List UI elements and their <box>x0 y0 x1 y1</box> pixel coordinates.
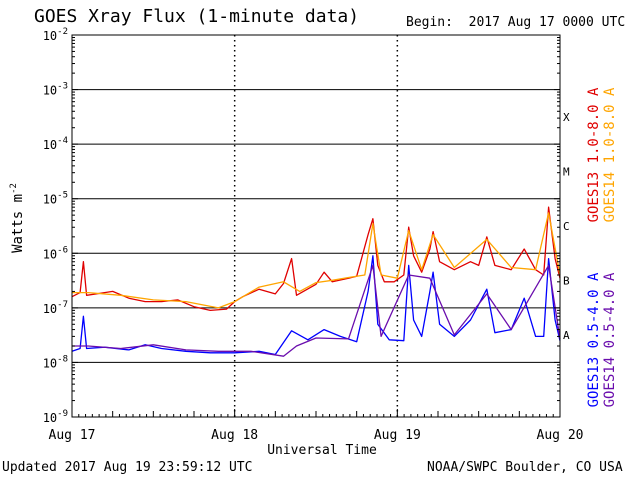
legend: GOES13 1.0-8.0 A GOES14 1.0-8.0 A GOES13 0… <box>586 87 618 407</box>
y-tick-label: 10-3 <box>43 82 68 98</box>
legend-entry: GOES13 0.5-4.0 A <box>586 272 602 407</box>
series-line-3 <box>71 255 561 356</box>
x-tick-label: Aug 20 <box>537 428 584 443</box>
plot-border <box>71 34 561 418</box>
y-axis-ticks: 10-2 10-3 10-4 10-5 10-6 10-7 10-8 10-9 <box>43 27 560 425</box>
updated-timestamp: Updated 2017 Aug 19 23:59:12 UTC <box>2 460 253 475</box>
chart-title: GOES Xray Flux (1-minute data) <box>34 6 360 27</box>
x-tick-label: Aug 19 <box>374 428 421 443</box>
series-line-4 <box>72 264 561 357</box>
flare-class-label: C <box>563 220 570 233</box>
y-axis-label-exponent: -2 <box>9 183 19 194</box>
y-axis-label: Watts m-2 <box>9 183 26 253</box>
plot-frame <box>71 34 561 418</box>
y-tick-label: 10-4 <box>43 136 68 152</box>
legend-entry: GOES14 0.5-4.0 A <box>602 272 618 407</box>
y-tick-label: 10-8 <box>43 354 68 370</box>
grid-lines <box>72 35 560 417</box>
series-line-2 <box>72 212 561 309</box>
series-layer <box>71 206 561 357</box>
flare-class-label: M <box>563 165 570 178</box>
flare-class-label: A <box>563 329 570 342</box>
legend-entry: GOES14 1.0-8.0 A <box>602 87 618 222</box>
flare-class-label: B <box>563 275 570 288</box>
y-tick-label: 10-7 <box>43 300 68 316</box>
x-tick-label: Aug 18 <box>211 428 258 443</box>
legend-entry: GOES13 1.0-8.0 A <box>586 87 602 222</box>
flare-class-labels: X M C B A <box>563 111 570 342</box>
y-axis-label-text: Watts m <box>10 194 26 253</box>
y-tick-label: 10-2 <box>43 27 68 43</box>
y-tick-label: 10-9 <box>43 409 68 425</box>
x-axis-label: Universal Time <box>267 443 377 458</box>
x-tick-label: Aug 17 <box>49 428 96 443</box>
y-tick-label: 10-6 <box>43 245 68 261</box>
begin-time: Begin: 2017 Aug 17 0000 UTC <box>406 15 626 30</box>
svg-text:Watts m-2: Watts m-2 <box>9 183 26 253</box>
credit-line: NOAA/SWPC Boulder, CO USA <box>427 460 623 475</box>
x-axis-ticks: Aug 17 Aug 18 Aug 19 Aug 20 <box>49 409 584 443</box>
flare-class-label: X <box>563 111 570 124</box>
y-tick-label: 10-5 <box>43 191 68 207</box>
